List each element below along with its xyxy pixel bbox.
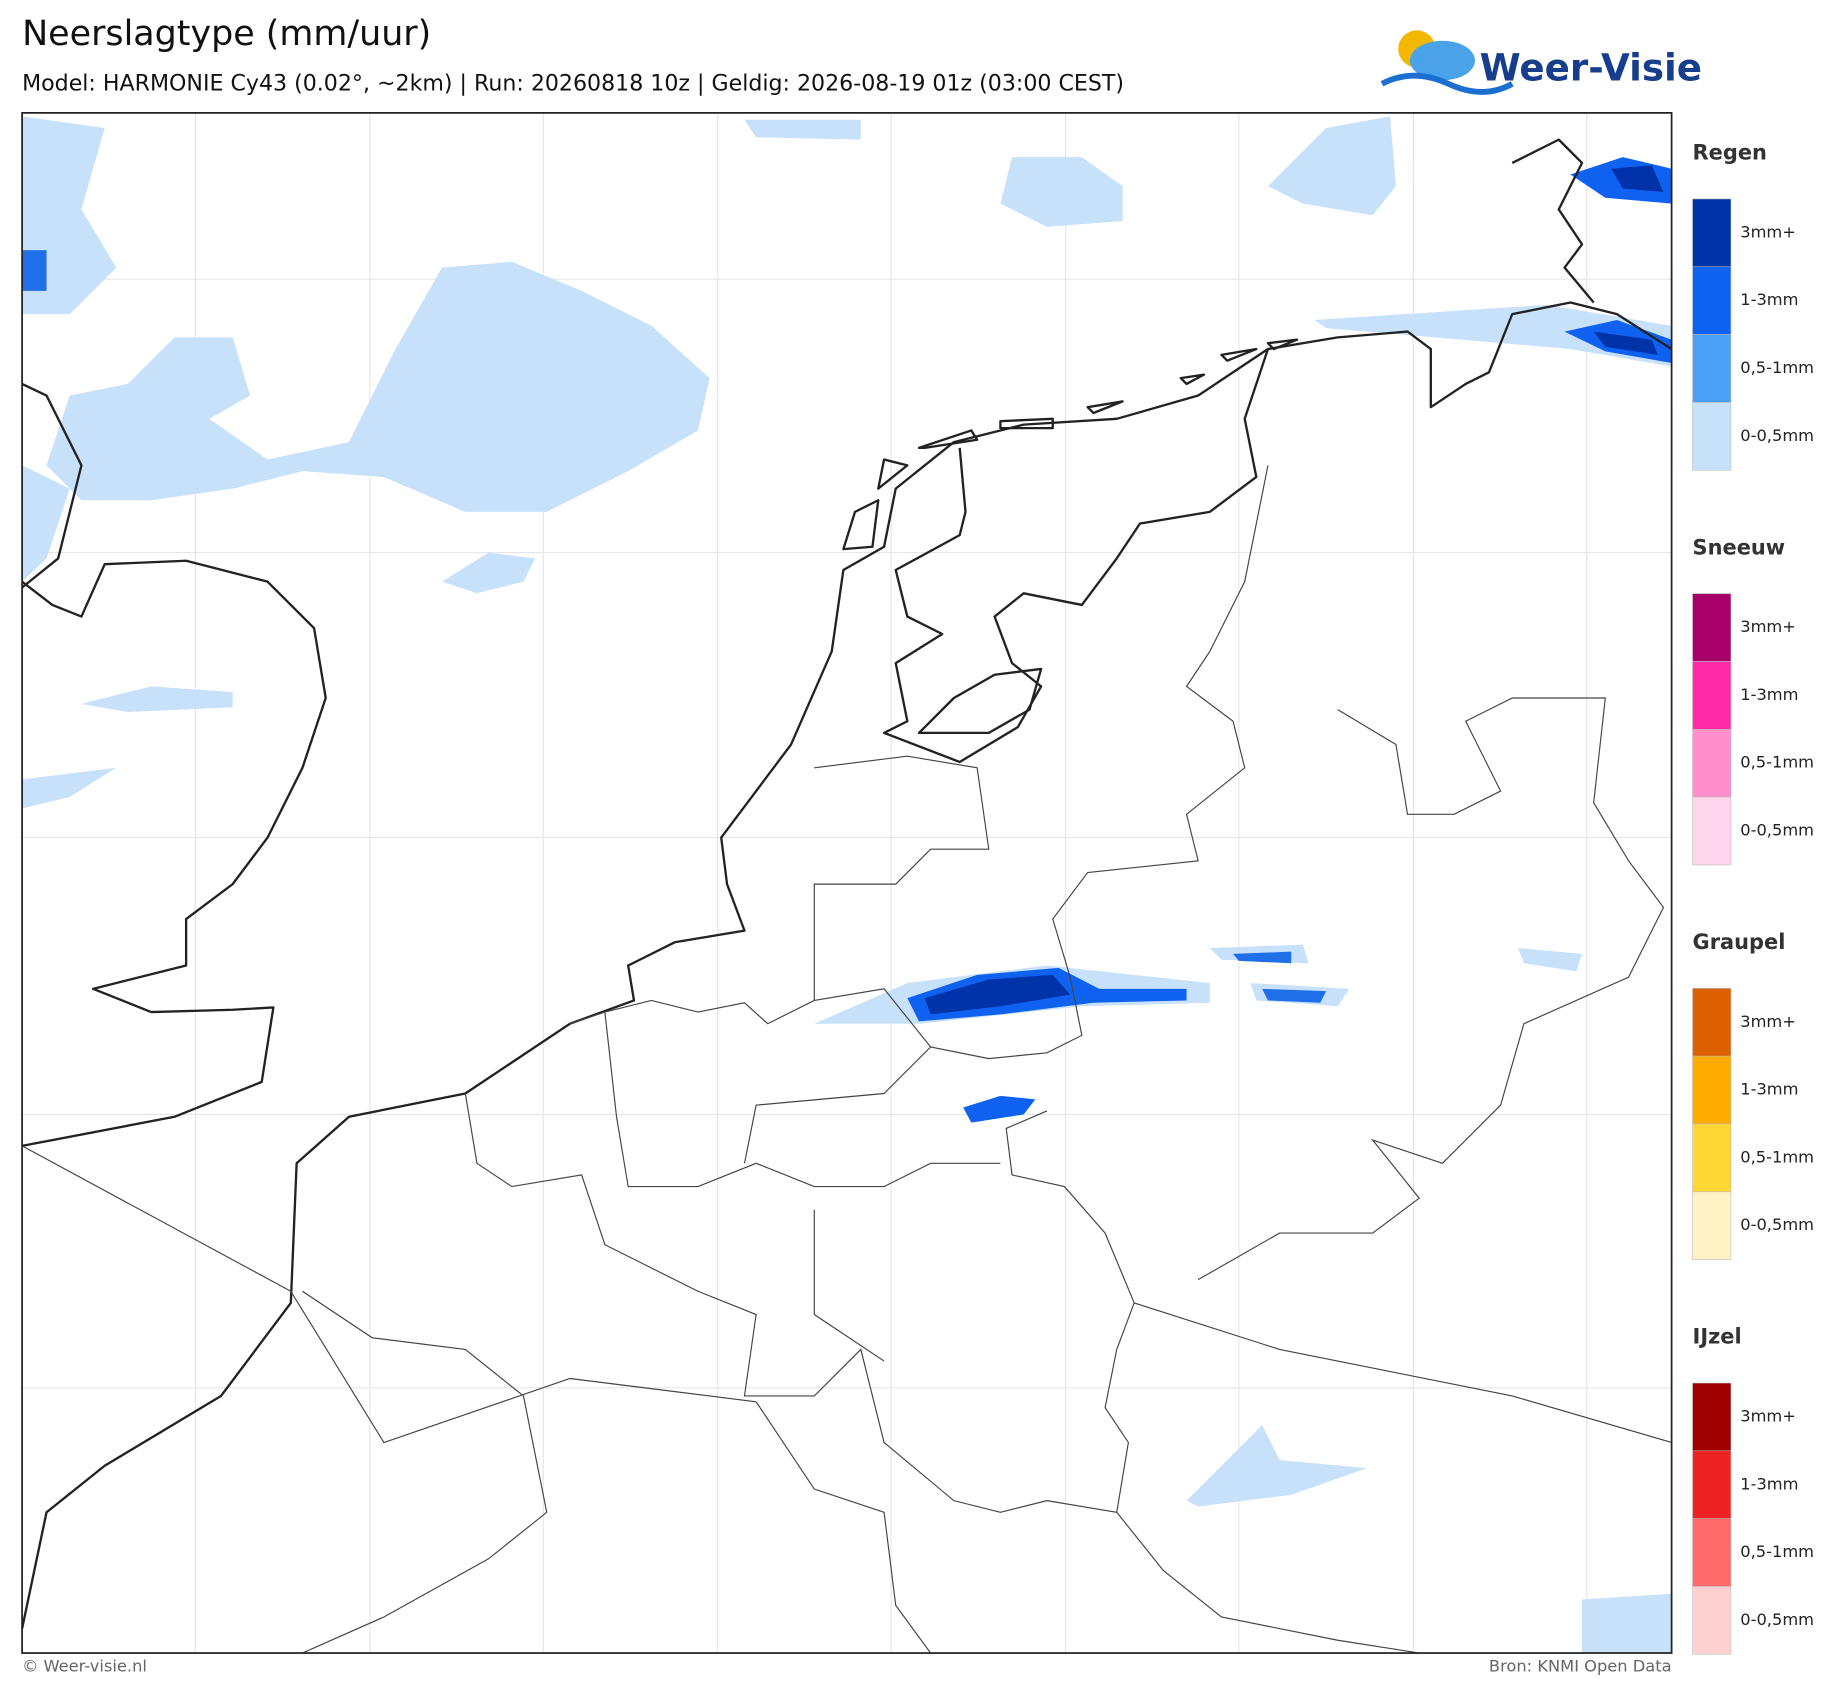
legend-swatch — [1692, 1055, 1732, 1125]
precipitation — [22, 116, 1672, 1654]
legend: Regen 3mm+ 1-3mm 0,5-1mm 0-0,5mm Sneeuw 3mm+ 1-… — [1692, 141, 1814, 1655]
legend-label: 1-3mm — [1740, 685, 1798, 704]
region-border — [1197, 697, 1665, 1281]
map-background — [22, 112, 1672, 1654]
legend-label: 0,5-1mm — [1740, 1542, 1814, 1561]
rain-area-light — [442, 552, 536, 594]
legend-label: 0,5-1mm — [1740, 358, 1814, 377]
logo-wave — [1380, 72, 1514, 95]
rain-area-light — [1314, 304, 1672, 367]
legend-swatch — [1692, 729, 1732, 798]
legend-label: 1-3mm — [1740, 1474, 1798, 1493]
rain-area-light — [1000, 157, 1123, 227]
rain-area-heavy — [1593, 165, 1664, 355]
lake-shore — [917, 667, 1043, 735]
rain-area-light — [22, 767, 117, 809]
legend-swatch — [1692, 1518, 1732, 1587]
rain-area-light — [81, 686, 233, 712]
legend-swatch — [1692, 402, 1732, 471]
legend-swatch — [1692, 1123, 1732, 1193]
legend-swatch — [1692, 1450, 1732, 1519]
map — [20, 112, 1673, 1654]
legend-swatch — [1692, 988, 1732, 1057]
legend-swatch — [1692, 1382, 1732, 1452]
rain-area-heavy — [924, 974, 1071, 1015]
legend-swatch — [1692, 593, 1732, 662]
legend-label: 0-0,5mm — [1740, 1610, 1814, 1629]
legend-swatch — [1692, 334, 1732, 403]
legend-label: 0-0,5mm — [1740, 821, 1814, 840]
title: Neerslagtype (mm/uur) — [22, 14, 431, 54]
legend-label: 3mm+ — [1740, 1406, 1796, 1425]
subtitle: Model: HARMONIE Cy43 (0.02°, ~2km) | Run… — [22, 70, 1124, 96]
legend-label: 3mm+ — [1740, 617, 1796, 636]
legend-label: 1-3mm — [1740, 290, 1798, 309]
legend-label: 0-0,5mm — [1740, 426, 1814, 445]
borders — [21, 465, 1672, 1654]
country-border — [569, 465, 1269, 1060]
legend-label: 1-3mm — [1740, 1080, 1798, 1099]
country-border — [464, 1093, 1135, 1513]
coastlines — [20, 138, 1673, 1629]
legend-swatch — [1692, 1191, 1732, 1260]
legend-label: 0,5-1mm — [1740, 1147, 1814, 1166]
rain-area-light — [22, 465, 70, 582]
coastline — [20, 301, 1673, 1629]
logo-text: Weer-Visie — [1480, 45, 1702, 89]
legend-group-title: IJzel — [1693, 1325, 1742, 1349]
logo-cloud — [1409, 40, 1476, 81]
legend-swatch — [1692, 661, 1732, 730]
legend-swatch — [1692, 266, 1732, 335]
legend-group-title: Regen — [1693, 141, 1767, 165]
map-frame — [21, 112, 1673, 1654]
legend-label: 3mm+ — [1740, 222, 1796, 241]
copyright: © Weer-visie.nl — [22, 1657, 147, 1676]
legend-swatch — [1692, 1586, 1732, 1655]
coastline — [21, 382, 83, 589]
rain-area-heavy — [963, 1095, 1036, 1123]
coastline — [21, 559, 327, 1147]
region-border — [302, 1209, 932, 1654]
legend-label: 0-0,5mm — [1740, 1215, 1814, 1234]
legend-group-title: Sneeuw — [1693, 535, 1786, 559]
island — [842, 338, 1299, 551]
legend-swatch — [1692, 198, 1732, 268]
legend-group-title: Graupel — [1693, 930, 1786, 954]
rain-area-light — [1267, 116, 1396, 216]
logo: Weer-Visie — [1380, 30, 1702, 95]
rain-area-light — [1582, 1593, 1672, 1654]
rain-area-light — [744, 119, 861, 140]
country-border — [21, 1145, 1672, 1654]
coastline — [1511, 138, 1595, 304]
legend-label: 3mm+ — [1740, 1012, 1796, 1031]
rain-area-light — [46, 261, 710, 512]
region-border — [604, 755, 1001, 1188]
legend-label: 0,5-1mm — [1740, 753, 1814, 772]
source: Bron: KNMI Open Data — [1489, 1657, 1672, 1676]
rain-area-light — [1186, 1425, 1367, 1507]
legend-swatch — [1692, 796, 1732, 866]
